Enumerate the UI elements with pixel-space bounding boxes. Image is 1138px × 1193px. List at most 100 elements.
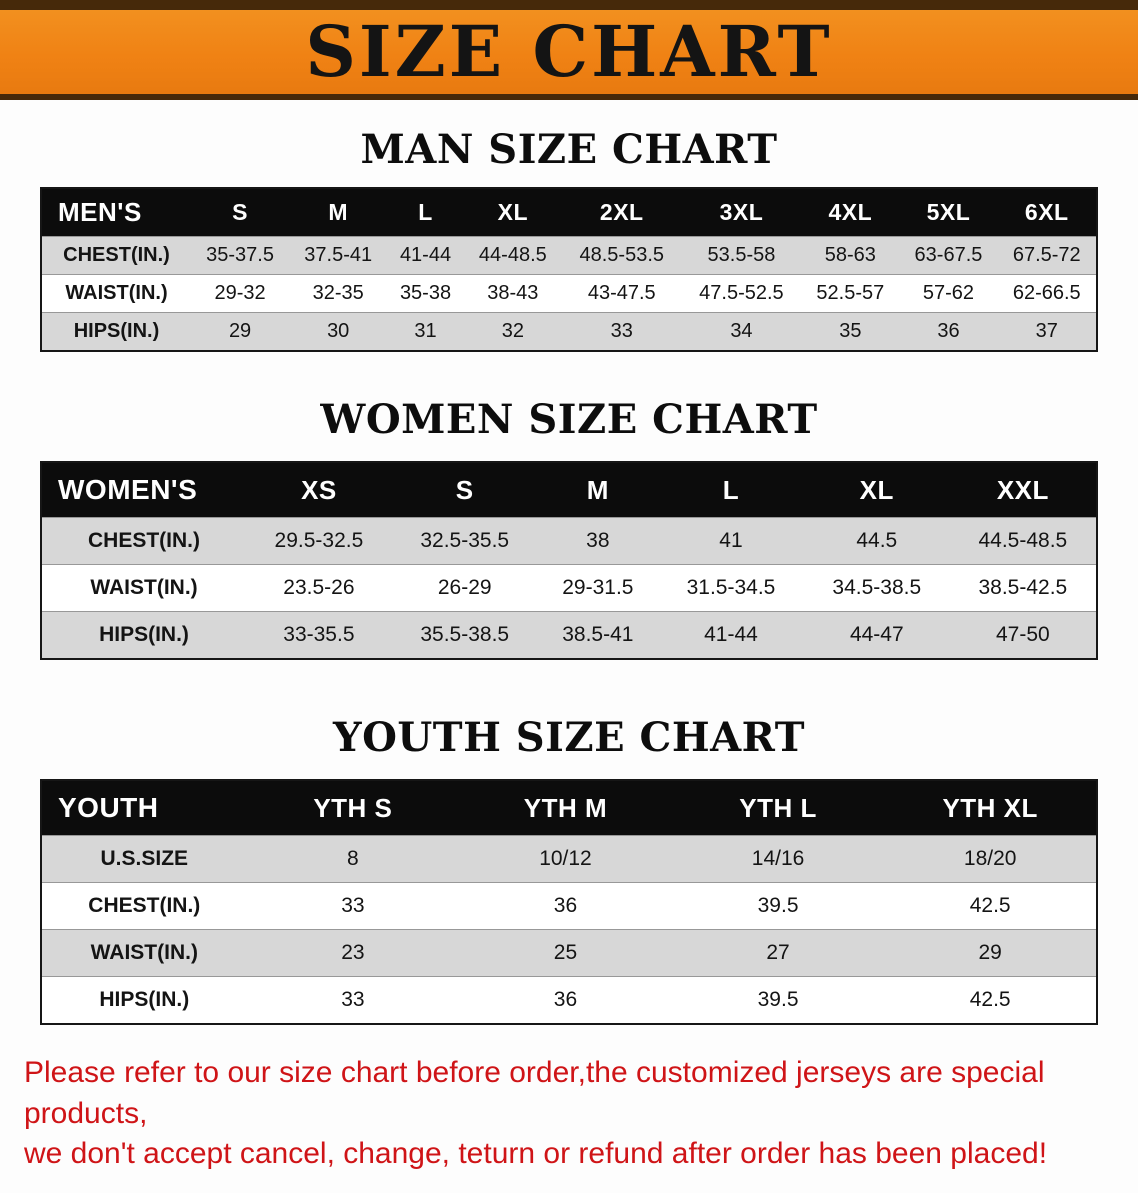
size-value-cell: 32 xyxy=(463,312,562,351)
size-value-cell: 8 xyxy=(246,835,460,883)
size-value-cell: 36 xyxy=(899,312,998,351)
size-column-header: 4XL xyxy=(801,188,900,237)
size-value-cell: 41-44 xyxy=(387,236,464,275)
size-value-cell: 33-35.5 xyxy=(246,611,392,659)
size-value-cell: 48.5-53.5 xyxy=(561,236,682,275)
size-column-header: XXL xyxy=(949,462,1097,518)
page-title: SIZE CHART xyxy=(305,10,833,93)
size-value-cell: 30 xyxy=(289,312,388,351)
size-value-cell: 25 xyxy=(459,929,672,977)
size-value-cell: 35-38 xyxy=(387,274,464,313)
table-header-row: YOUTH YTH S YTH M YTH L YTH XL xyxy=(41,780,1097,836)
size-value-cell: 29-32 xyxy=(191,274,290,313)
order-disclaimer: Please refer to our size chart before or… xyxy=(24,1053,1118,1175)
table-row: WAIST(IN.) 29-32 32-35 35-38 38-43 43-47.5 47.… xyxy=(41,274,1097,313)
youth-size-chart-section: YOUTH SIZE CHART YOUTH YTH S YTH M YTH L YTH… xyxy=(0,714,1138,1025)
size-value-cell: 31.5-34.5 xyxy=(658,564,804,612)
size-value-cell: 34.5-38.5 xyxy=(803,564,950,612)
size-value-cell: 39.5 xyxy=(671,882,885,930)
size-value-cell: 62-66.5 xyxy=(997,274,1097,313)
row-label-cell: WAIST(IN.) xyxy=(41,274,191,313)
size-value-cell: 38-43 xyxy=(463,274,562,313)
size-column-header: 5XL xyxy=(899,188,998,237)
women-size-chart-section: WOMEN SIZE CHART WOMEN'S XS S M L XL XXL CHEST(… xyxy=(0,396,1138,660)
size-value-cell: 27 xyxy=(671,929,885,977)
row-label-cell: CHEST(IN.) xyxy=(41,236,191,275)
size-value-cell: 41 xyxy=(658,517,804,565)
row-label-cell: HIPS(IN.) xyxy=(41,976,247,1024)
table-row: WAIST(IN.) 23.5-26 26-29 29-31.5 31.5-34.5 34… xyxy=(41,564,1097,612)
size-value-cell: 10/12 xyxy=(459,835,672,883)
size-column-header: 2XL xyxy=(561,188,682,237)
size-value-cell: 37 xyxy=(997,312,1097,351)
table-header-row: WOMEN'S XS S M L XL XXL xyxy=(41,462,1097,518)
table-row: HIPS(IN.) 33 36 39.5 42.5 xyxy=(41,976,1097,1024)
size-column-header: YTH L xyxy=(671,780,885,836)
size-value-cell: 35-37.5 xyxy=(191,236,290,275)
size-value-cell: 14/16 xyxy=(671,835,885,883)
table-row: WAIST(IN.) 23 25 27 29 xyxy=(41,929,1097,977)
size-value-cell: 44-47 xyxy=(803,611,950,659)
size-value-cell: 29 xyxy=(191,312,290,351)
men-size-table: MEN'S S M L XL 2XL 3XL 4XL 5XL 6XL CHEST(IN.) 35-37… xyxy=(40,187,1098,352)
table-row: U.S.SIZE 8 10/12 14/16 18/20 xyxy=(41,835,1097,883)
size-value-cell: 32.5-35.5 xyxy=(391,517,538,565)
size-column-header: XL xyxy=(463,188,562,237)
size-value-cell: 42.5 xyxy=(884,882,1097,930)
table-row: CHEST(IN.) 35-37.5 37.5-41 41-44 44-48.5 48.5… xyxy=(41,236,1097,275)
size-value-cell: 36 xyxy=(459,882,672,930)
size-value-cell: 44-48.5 xyxy=(463,236,562,275)
table-title-cell: YOUTH xyxy=(41,780,247,836)
size-column-header: L xyxy=(658,462,804,518)
youth-size-table: YOUTH YTH S YTH M YTH L YTH XL U.S.SIZE 8 10/12… xyxy=(40,779,1098,1025)
size-column-header: S xyxy=(391,462,538,518)
size-column-header: YTH S xyxy=(246,780,460,836)
table-row: HIPS(IN.) 33-35.5 35.5-38.5 38.5-41 41-44 44-… xyxy=(41,611,1097,659)
size-value-cell: 33 xyxy=(246,976,460,1024)
women-size-chart-heading: WOMEN SIZE CHART xyxy=(320,396,818,443)
size-column-header: 3XL xyxy=(681,188,802,237)
size-value-cell: 57-62 xyxy=(899,274,998,313)
size-column-header: L xyxy=(387,188,464,237)
size-value-cell: 47-50 xyxy=(949,611,1097,659)
size-chart-banner: SIZE CHART xyxy=(0,0,1138,100)
size-value-cell: 29 xyxy=(884,929,1097,977)
size-value-cell: 34 xyxy=(681,312,802,351)
size-value-cell: 38 xyxy=(537,517,659,565)
size-value-cell: 38.5-42.5 xyxy=(949,564,1097,612)
size-value-cell: 37.5-41 xyxy=(289,236,388,275)
size-value-cell: 58-63 xyxy=(801,236,900,275)
size-value-cell: 32-35 xyxy=(289,274,388,313)
size-value-cell: 52.5-57 xyxy=(801,274,900,313)
size-value-cell: 43-47.5 xyxy=(561,274,682,313)
order-disclaimer-line-1: Please refer to our size chart before or… xyxy=(24,1056,1045,1130)
table-title-cell: WOMEN'S xyxy=(41,462,246,518)
women-size-table: WOMEN'S XS S M L XL XXL CHEST(IN.) 29.5-32.5 32.5… xyxy=(40,461,1098,660)
table-row: CHEST(IN.) 33 36 39.5 42.5 xyxy=(41,882,1097,930)
size-column-header: YTH M xyxy=(459,780,672,836)
size-value-cell: 29.5-32.5 xyxy=(246,517,392,565)
size-value-cell: 26-29 xyxy=(391,564,538,612)
size-value-cell: 53.5-58 xyxy=(681,236,802,275)
size-value-cell: 23 xyxy=(246,929,460,977)
size-value-cell: 42.5 xyxy=(884,976,1097,1024)
size-value-cell: 39.5 xyxy=(671,976,885,1024)
size-value-cell: 36 xyxy=(459,976,672,1024)
row-label-cell: WAIST(IN.) xyxy=(41,929,247,977)
size-column-header: XL xyxy=(803,462,950,518)
row-label-cell: HIPS(IN.) xyxy=(41,611,246,659)
size-value-cell: 35 xyxy=(801,312,900,351)
size-value-cell: 67.5-72 xyxy=(997,236,1097,275)
size-column-header: M xyxy=(289,188,388,237)
table-title-cell: MEN'S xyxy=(41,188,191,237)
size-value-cell: 35.5-38.5 xyxy=(391,611,538,659)
size-value-cell: 18/20 xyxy=(884,835,1097,883)
size-column-header: XS xyxy=(246,462,392,518)
row-label-cell: CHEST(IN.) xyxy=(41,517,246,565)
size-column-header: S xyxy=(191,188,290,237)
size-value-cell: 63-67.5 xyxy=(899,236,998,275)
size-value-cell: 23.5-26 xyxy=(246,564,392,612)
size-value-cell: 33 xyxy=(246,882,460,930)
size-column-header: YTH XL xyxy=(884,780,1097,836)
table-header-row: MEN'S S M L XL 2XL 3XL 4XL 5XL 6XL xyxy=(41,188,1097,237)
